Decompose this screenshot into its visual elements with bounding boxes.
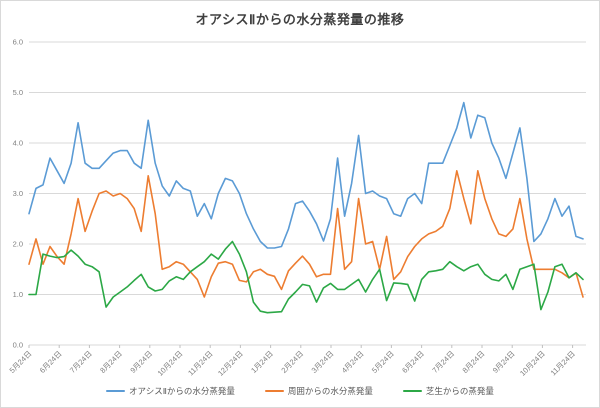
y-axis-label: 5.0 (13, 88, 23, 97)
x-axis-label: 10月24日 (156, 349, 185, 378)
y-axis-label: 4.0 (13, 139, 23, 148)
x-axis-label: 9月24日 (491, 349, 517, 375)
chart-legend: オアシスⅡからの水分蒸発量 周囲からの水分蒸発量 芝生からの蒸発量 (1, 385, 599, 397)
series-line-1 (28, 170, 584, 298)
x-axis-label: 11月24日 (549, 349, 577, 377)
x-axis-label: 4月24日 (340, 349, 366, 375)
x-axis-label: 10月24日 (518, 349, 547, 378)
legend-label-surroundings: 周囲からの水分蒸発量 (287, 386, 373, 396)
series-line-0 (28, 101, 584, 249)
legend-line-swatch-orange (264, 389, 284, 393)
legend-line-swatch-blue (106, 389, 126, 393)
y-axis-label: 1.0 (13, 290, 23, 299)
x-axis-label: 1月24日 (249, 349, 275, 375)
x-axis-label: 7月24日 (68, 349, 94, 375)
x-axis-label: 7月24日 (430, 349, 456, 375)
x-axis-label: 2月24日 (279, 349, 305, 375)
y-axis-label: 3.0 (13, 189, 23, 198)
x-axis-label: 5月24日 (370, 349, 396, 375)
x-axis-label: 11月24日 (186, 349, 214, 377)
y-axis-label: 0.0 (13, 341, 23, 350)
y-axis-label: 2.0 (13, 240, 23, 249)
legend-label-oasis: オアシスⅡからの水分蒸発量 (129, 386, 235, 396)
x-axis-label: 5月24日 (8, 349, 34, 375)
x-axis-label: 6月24日 (38, 349, 64, 375)
x-axis-label: 8月24日 (461, 349, 487, 375)
legend-line-swatch-green (402, 389, 422, 393)
legend-item-lawn: 芝生からの蒸発量 (402, 385, 494, 397)
chart-title: オアシスⅡからの水分蒸発量の推移 (195, 12, 405, 27)
x-axis-label: 12月24日 (216, 349, 245, 378)
series-line-2 (28, 240, 584, 314)
legend-label-lawn: 芝生からの蒸発量 (425, 386, 494, 396)
legend-item-surroundings: 周囲からの水分蒸発量 (264, 385, 373, 397)
x-axis-label: 6月24日 (400, 349, 426, 375)
x-axis-label: 3月24日 (310, 349, 336, 375)
x-axis-label: 8月24日 (98, 349, 124, 375)
legend-item-oasis: オアシスⅡからの水分蒸発量 (106, 385, 235, 397)
x-axis-label: 9月24日 (128, 349, 154, 375)
y-axis-label: 6.0 (13, 38, 23, 47)
